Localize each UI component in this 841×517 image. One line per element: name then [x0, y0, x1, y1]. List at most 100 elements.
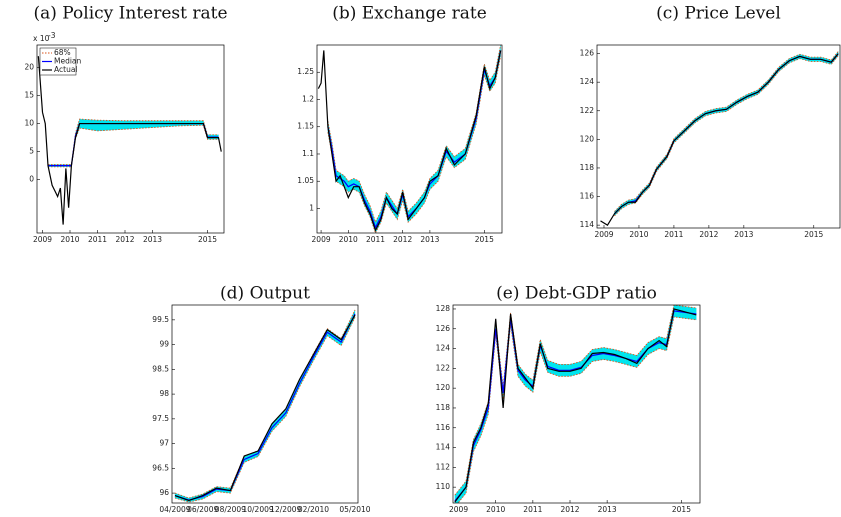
- series-line: [48, 124, 219, 168]
- series-line: [174, 313, 356, 501]
- y-tick-label: 120: [436, 383, 451, 392]
- x-tick-label: 2011: [366, 235, 385, 244]
- x-tick-label: 2010: [339, 235, 358, 244]
- x-tick-label: 2012: [393, 235, 412, 244]
- y-tick-label: 114: [580, 220, 595, 229]
- panel: (e) Debt-GDP ratio 2009 2010 2011 2012 2013 20…: [436, 284, 701, 514]
- axes-box: [596, 44, 841, 229]
- legend-label: 68%: [54, 48, 71, 57]
- series-line: [327, 45, 502, 224]
- x-tick-label: 2012: [115, 235, 134, 244]
- chart-title: (c) Price Level: [656, 4, 781, 24]
- panel: (d) Output 04/200906/200908/200910/200912…: [152, 284, 371, 515]
- y-tick-label: 1.1: [302, 149, 314, 158]
- y-tick-label: 1.15: [297, 122, 314, 131]
- x-tick-label: 12/2009: [270, 505, 301, 514]
- x-tick-label: 2011: [664, 230, 683, 239]
- x-tick-label: 2013: [143, 235, 162, 244]
- y-tick-label: 118: [436, 403, 451, 412]
- series-line: [174, 317, 356, 503]
- y-tick-label: 1.05: [297, 176, 314, 185]
- x-tick-label: 2009: [312, 235, 331, 244]
- y-tick-label: 116: [436, 423, 451, 432]
- x-tick-label: 2013: [598, 505, 617, 514]
- axes-box: [452, 304, 701, 504]
- x-tick-label: 2013: [420, 235, 439, 244]
- y-tick-label: 126: [436, 324, 451, 333]
- x-tick-label: 2011: [523, 505, 542, 514]
- x-tick-label: 05/2010: [339, 505, 370, 514]
- y-tick-label: 1.2: [302, 94, 314, 103]
- y-tick-label: 120: [580, 134, 595, 143]
- series-line: [327, 50, 502, 230]
- band: [97, 120, 126, 132]
- panel: (c) Price Level 2009 2010 2011 2012 2013 2015 1…: [580, 4, 841, 239]
- y-tick-label: 98.5: [152, 364, 169, 373]
- series-line: [614, 53, 839, 215]
- x-tick-label: 2012: [560, 505, 579, 514]
- y-tick-label: 116: [580, 192, 595, 201]
- x-tick-label: 08/2009: [215, 505, 246, 514]
- series-line: [37, 56, 222, 225]
- x-tick-label: 10/2009: [242, 505, 273, 514]
- x-tick-label: 06/2009: [187, 505, 218, 514]
- y-scale-exponent: -3: [48, 31, 56, 40]
- chart-title: (b) Exchange rate: [332, 4, 487, 24]
- plot-area: [600, 51, 839, 226]
- y-tick-label: 122: [580, 106, 595, 115]
- series-line: [614, 55, 839, 217]
- y-tick-label: 15: [24, 91, 34, 100]
- series-line: [454, 305, 697, 496]
- chart-title: (e) Debt-GDP ratio: [496, 284, 657, 304]
- axes-box: [171, 304, 359, 504]
- x-tick-label: 2010: [486, 505, 505, 514]
- y-tick-label: 1: [309, 203, 314, 212]
- panel: (b) Exchange rate 2009 2010 2011 2012 2013 201…: [297, 4, 503, 244]
- x-tick-label: 2009: [449, 505, 468, 514]
- x-tick-label: 2011: [88, 235, 107, 244]
- plot-area: [37, 56, 222, 225]
- series-line: [174, 309, 356, 499]
- y-scale-label: x 10: [33, 34, 50, 43]
- series-line: [614, 51, 839, 212]
- y-tick-label: 122: [436, 363, 451, 372]
- y-tick-label: 96: [159, 488, 169, 497]
- legend-label: Median: [54, 57, 82, 66]
- x-tick-label: 2010: [629, 230, 648, 239]
- x-tick-label: 02/2010: [298, 505, 329, 514]
- chart-title: (a) Policy Interest rate: [33, 4, 227, 24]
- series-line: [174, 314, 356, 502]
- x-tick-label: 2013: [734, 230, 753, 239]
- y-tick-label: 97.5: [152, 414, 169, 423]
- x-tick-label: 2015: [198, 235, 217, 244]
- y-tick-label: 110: [436, 482, 451, 491]
- y-tick-label: 99.5: [152, 315, 169, 324]
- y-tick-label: 112: [436, 462, 451, 471]
- plot-area: [454, 305, 697, 503]
- y-tick-label: 124: [436, 344, 451, 353]
- y-tick-label: 10: [24, 119, 34, 128]
- x-tick-label: 2015: [475, 235, 494, 244]
- y-tick-label: 98: [159, 389, 169, 398]
- y-tick-label: 114: [436, 443, 451, 452]
- y-tick-label: 20: [24, 62, 34, 71]
- plot-area: [174, 309, 356, 503]
- y-tick-label: 128: [436, 304, 451, 313]
- legend-label: Actual: [54, 65, 78, 74]
- x-tick-label: 2012: [699, 230, 718, 239]
- series-line: [317, 50, 502, 232]
- y-tick-label: 126: [580, 49, 595, 58]
- y-tick-label: 0: [29, 175, 34, 184]
- series-line: [327, 55, 502, 233]
- y-tick-label: 5: [29, 147, 34, 156]
- series-line: [600, 53, 839, 226]
- y-tick-label: 124: [580, 77, 595, 86]
- plot-area: [317, 45, 502, 233]
- series-line: [454, 308, 697, 503]
- y-tick-label: 99: [159, 340, 169, 349]
- axes-box: [316, 44, 503, 234]
- y-tick-label: 1.25: [297, 67, 314, 76]
- y-tick-label: 96.5: [152, 463, 169, 472]
